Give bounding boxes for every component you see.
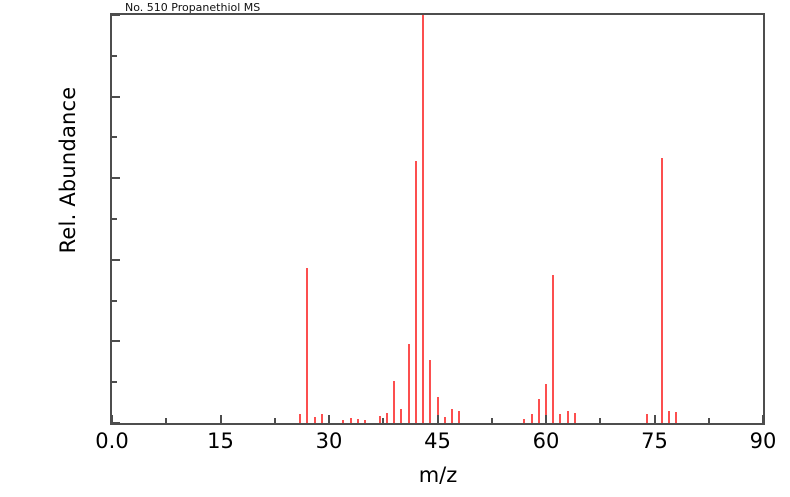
y-axis-tick (111, 177, 120, 180)
spectrum-peak (545, 383, 547, 423)
spectrum-peak (675, 411, 678, 423)
spectrum-peak (342, 419, 345, 423)
spectrum-peak (364, 419, 367, 423)
x-axis-tick-label: 60 (532, 429, 560, 453)
y-axis-tick (111, 14, 120, 16)
spectrum-peak (320, 414, 323, 423)
x-axis-tick (273, 418, 276, 424)
x-axis-tick (545, 415, 547, 424)
x-axis-tick (111, 415, 113, 424)
spectrum-peak (313, 416, 316, 423)
spectrum-peak (414, 160, 417, 423)
spectrum-canvas (111, 14, 764, 424)
spectrum-peak (400, 409, 403, 423)
spectrum-peak (458, 410, 461, 423)
spectrum-peak (422, 15, 425, 423)
spectrum-peak (407, 344, 410, 423)
spectrum-peak (436, 397, 439, 423)
y-axis-tick (111, 422, 120, 424)
spectrum-peak (443, 416, 446, 423)
y-axis-tick (111, 54, 117, 57)
spectrum-peak (523, 418, 526, 423)
x-axis-tick (328, 415, 330, 424)
y-axis-tick (111, 218, 117, 220)
spectrum-peak (450, 408, 453, 423)
x-axis-tick (762, 415, 764, 424)
x-axis-tick (165, 418, 168, 424)
x-axis-tick (707, 418, 710, 424)
spectrum-peak (299, 413, 302, 423)
spectrum-peak (573, 413, 576, 423)
spectrum-peak (356, 418, 359, 423)
y-axis-tick (111, 299, 117, 302)
spectrum-peak (349, 418, 352, 423)
spectrum-peak (552, 275, 555, 423)
plot-area: No. 510 Propanethiol MS (110, 1, 765, 425)
y-axis-tick (111, 136, 117, 139)
spectrum-peak (306, 267, 309, 423)
x-axis-tick (653, 415, 656, 424)
y-axis-tick (111, 381, 117, 384)
x-axis-tick (599, 418, 602, 424)
spectrum-peak (385, 413, 388, 423)
x-axis-tick (219, 415, 222, 424)
chart-title: No. 510 Propanethiol MS (125, 1, 261, 14)
spectrum-peak (537, 399, 540, 423)
x-axis-tick-label: 90 (749, 429, 777, 453)
y-axis-tick (111, 95, 120, 98)
x-axis-tick-label: 75 (641, 429, 668, 453)
spectrum-peak (530, 413, 533, 423)
x-axis-tick-label: 45 (424, 429, 451, 453)
x-axis-tick-label: 0.0 (95, 429, 129, 453)
spectrum-peak (559, 413, 562, 423)
x-axis-tick (490, 418, 493, 424)
spectrum-peak (667, 410, 670, 423)
spectrum-peak (660, 157, 663, 423)
x-axis-tick (436, 415, 439, 424)
x-axis-tick (382, 418, 385, 424)
y-axis-tick (111, 340, 120, 343)
spectrum-peak (378, 416, 381, 423)
y-axis-tick (111, 258, 120, 261)
x-axis-tick-label: 30 (315, 429, 343, 453)
spectrum-peak (393, 381, 396, 423)
spectrum-peak (566, 410, 569, 423)
x-axis-title: m/z (418, 463, 458, 487)
y-axis-title: Rel. Abundance (56, 86, 80, 254)
spectrum-peak (429, 360, 432, 423)
x-axis-tick-label: 15 (207, 429, 234, 453)
spectrum-peak (646, 413, 649, 423)
